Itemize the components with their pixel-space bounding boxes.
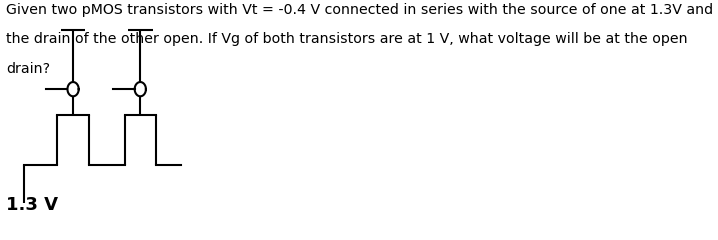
Text: 1.3 V: 1.3 V (6, 196, 58, 214)
Text: Given two pMOS transistors with Vt = -0.4 V connected in series with the source : Given two pMOS transistors with Vt = -0.… (6, 3, 713, 17)
Text: the drain of the other open. If Vg of both transistors are at 1 V, what voltage : the drain of the other open. If Vg of bo… (6, 32, 688, 46)
Text: drain?: drain? (6, 62, 50, 76)
